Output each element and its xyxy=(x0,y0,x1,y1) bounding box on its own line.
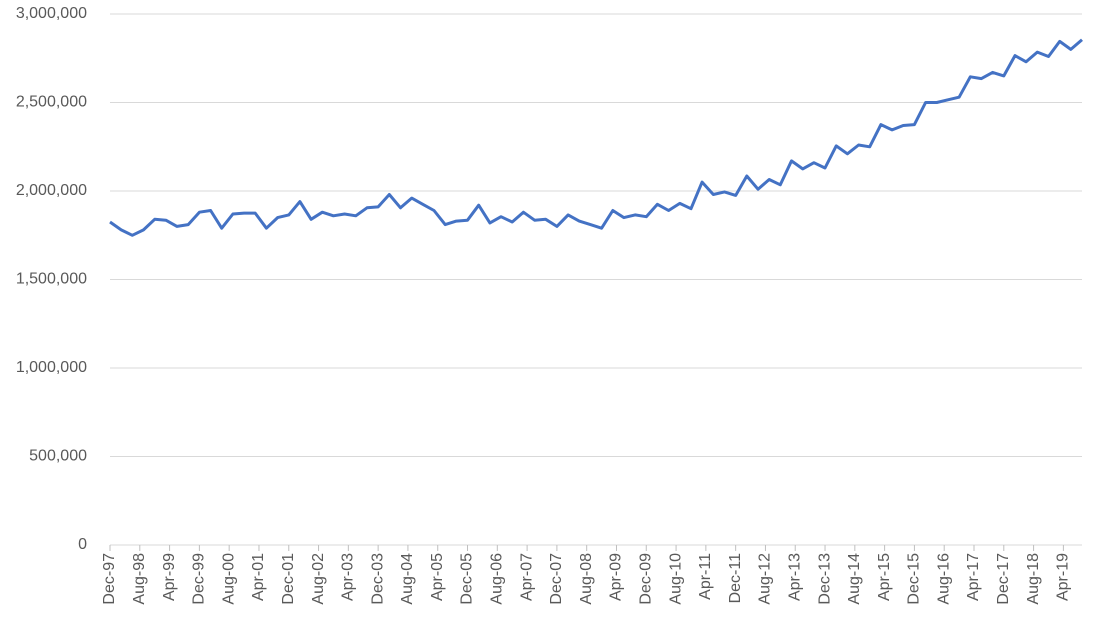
x-tick-label: Apr-07 xyxy=(518,553,535,601)
x-tick-label: Aug-14 xyxy=(846,553,863,605)
y-tick-label: 500,000 xyxy=(29,448,87,465)
x-tick-label: Dec-17 xyxy=(995,553,1012,605)
y-tick-label: 1,000,000 xyxy=(16,359,87,376)
x-tick-label: Dec-07 xyxy=(548,553,565,605)
line-series xyxy=(109,38,1083,237)
x-tick-label: Aug-12 xyxy=(757,553,774,605)
x-tick-label: Dec-09 xyxy=(637,553,654,605)
x-tick-label: Aug-06 xyxy=(489,553,506,605)
x-tick-label: Apr-17 xyxy=(965,553,982,601)
y-tick-label: 2,500,000 xyxy=(16,94,87,111)
x-tick-label: Dec-03 xyxy=(369,553,386,605)
x-tick-label: Dec-15 xyxy=(906,553,923,605)
x-tick-label: Aug-98 xyxy=(131,553,148,605)
x-tick-label: Apr-03 xyxy=(340,553,357,601)
x-tick-label: Apr-01 xyxy=(250,553,267,601)
x-tick-label: Dec-99 xyxy=(191,553,208,605)
x-tick-label: Aug-16 xyxy=(935,553,952,605)
x-tick-label: Dec-01 xyxy=(280,553,297,605)
y-tick-label: 0 xyxy=(78,536,87,553)
x-tick-label: Aug-00 xyxy=(220,553,237,605)
x-tick-label: Apr-99 xyxy=(161,553,178,601)
x-tick-label: Apr-15 xyxy=(876,553,893,601)
x-tick-label: Aug-18 xyxy=(1025,553,1042,605)
x-tick-label: Aug-10 xyxy=(667,553,684,605)
x-tick-label: Apr-19 xyxy=(1055,553,1072,601)
y-tick-label: 2,000,000 xyxy=(16,182,87,199)
y-tick-label: 3,000,000 xyxy=(16,5,87,22)
x-tick-label: Apr-13 xyxy=(786,553,803,601)
x-tick-label: Dec-05 xyxy=(459,553,476,605)
x-tick-label: Dec-97 xyxy=(101,553,118,605)
x-tick-label: Aug-04 xyxy=(399,553,416,605)
x-tick-label: Aug-08 xyxy=(578,553,595,605)
x-tick-label: Apr-11 xyxy=(697,553,714,600)
y-tick-label: 1,500,000 xyxy=(16,271,87,288)
x-tick-label: Apr-09 xyxy=(608,553,625,601)
x-tick-label: Dec-11 xyxy=(727,553,744,603)
x-tick-label: Apr-05 xyxy=(429,553,446,601)
x-tick-label: Aug-02 xyxy=(310,553,327,605)
x-tick-label: Dec-13 xyxy=(816,553,833,605)
